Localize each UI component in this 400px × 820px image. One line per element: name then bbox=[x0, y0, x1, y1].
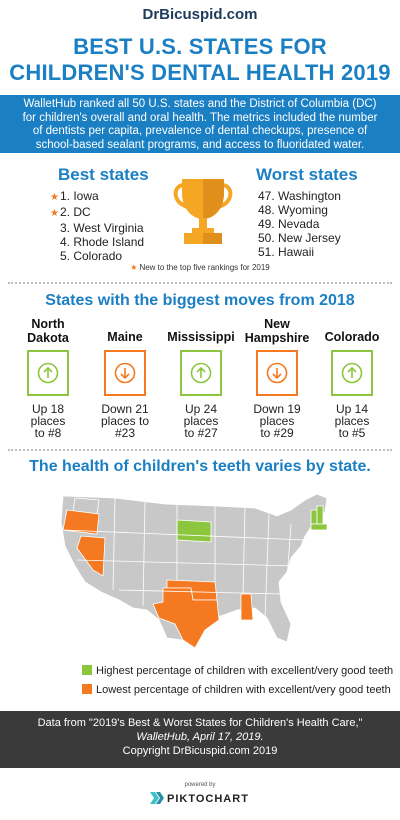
best-state-item: 4. Rhode Island bbox=[60, 235, 145, 249]
state-south-dakota bbox=[176, 519, 212, 543]
state-vermont bbox=[310, 509, 318, 525]
worst-states-list: 47. Washington 48. Wyoming 49. Nevada 50… bbox=[258, 189, 341, 259]
worst-state-item: 51. Hawaii bbox=[258, 245, 315, 259]
map-heading: The health of children's teeth varies by… bbox=[29, 458, 371, 475]
move-description: Up 14 places to #5 bbox=[334, 402, 370, 440]
us-map bbox=[60, 493, 328, 649]
state-massachusetts bbox=[310, 523, 328, 531]
move-description: Up 24 places to #27 bbox=[183, 402, 219, 440]
arrow-up-icon bbox=[341, 362, 363, 384]
move-state-name: Mississippi bbox=[167, 330, 235, 344]
best-state-item: 5. Colorado bbox=[60, 249, 123, 263]
move-state-name: Maine bbox=[107, 330, 143, 344]
legend-swatch bbox=[82, 665, 92, 675]
arrow-down-icon bbox=[114, 362, 136, 384]
divider bbox=[8, 282, 392, 284]
star-note: ★ New to the top five rankings for 2019 bbox=[130, 263, 270, 272]
worst-state-item: 49. Nevada bbox=[258, 217, 320, 231]
powered-by: powered by bbox=[184, 782, 216, 788]
state-texas bbox=[152, 587, 220, 649]
title-line-2: CHILDREN'S DENTAL HEALTH 2019 bbox=[9, 60, 391, 85]
move-state-name: New Hampshire bbox=[244, 317, 310, 345]
best-state-item: 3. West Virginia bbox=[60, 221, 144, 235]
arrow-up-icon bbox=[37, 362, 59, 384]
legend-high: Highest percentage of children with exce… bbox=[82, 665, 393, 677]
intro-line: school-based sealant programs, and acces… bbox=[35, 138, 365, 151]
best-state-item: ★1. Iowa bbox=[50, 189, 99, 203]
footer-line: Copyright DrBicuspid.com 2019 bbox=[122, 745, 278, 757]
intro-line: of dentists per capita, prevalence of de… bbox=[32, 125, 368, 137]
arrow-down-icon bbox=[266, 362, 288, 384]
piktochart-logo: PIKTOCHART bbox=[150, 792, 249, 805]
best-states-heading: Best states bbox=[58, 165, 149, 184]
best-states-list: ★1. Iowa ★2. DC 3. West Virginia 4. Rhod… bbox=[50, 189, 144, 263]
move-state-name: Colorado bbox=[324, 330, 380, 344]
page-title: BEST U.S. STATES FOR CHILDREN'S DENTAL H… bbox=[0, 34, 400, 86]
intro-panel: WalletHub ranked all 50 U.S. states and … bbox=[0, 95, 400, 153]
intro-line: WalletHub ranked all 50 U.S. states and … bbox=[23, 98, 377, 110]
legend-low: Lowest percentage of children with excel… bbox=[82, 684, 391, 696]
star-icon: ★ bbox=[50, 208, 59, 219]
worst-state-item: 48. Wyoming bbox=[258, 203, 328, 217]
star-icon: ★ bbox=[50, 192, 59, 203]
state-oregon bbox=[62, 509, 100, 535]
worst-state-item: 50. New Jersey bbox=[258, 231, 341, 245]
state-new-hampshire bbox=[316, 505, 324, 525]
move-box bbox=[27, 350, 69, 396]
worst-state-item: 47. Washington bbox=[258, 189, 341, 203]
us-mainland bbox=[60, 493, 328, 643]
move-box bbox=[256, 350, 298, 396]
star-icon: ★ bbox=[130, 263, 138, 272]
intro-line: for children's overall and oral health. … bbox=[22, 111, 378, 124]
piktochart-icon bbox=[150, 792, 164, 804]
footer-line: Data from "2019's Best & Worst States fo… bbox=[37, 717, 363, 729]
best-state-item: ★2. DC bbox=[50, 205, 91, 219]
move-box bbox=[180, 350, 222, 396]
move-description: Down 19 places to #29 bbox=[253, 402, 301, 440]
legend-swatch bbox=[82, 684, 92, 694]
move-state-name: North Dakota bbox=[27, 317, 69, 345]
move-box bbox=[331, 350, 373, 396]
state-nevada bbox=[76, 535, 106, 577]
footer-line: WalletHub, April 17, 2019. bbox=[136, 731, 264, 743]
arrow-up-icon bbox=[190, 362, 212, 384]
footer: Data from "2019's Best & Worst States fo… bbox=[0, 711, 400, 768]
divider bbox=[8, 449, 392, 451]
trophy-icon bbox=[173, 179, 233, 244]
move-description: Down 21 places to #23 bbox=[100, 402, 150, 440]
moves-heading: States with the biggest moves from 2018 bbox=[45, 292, 355, 309]
move-description: Up 18 places to #8 bbox=[30, 402, 66, 440]
brand-logo: DrBicuspid.com bbox=[142, 6, 258, 23]
title-line-1: BEST U.S. STATES FOR bbox=[73, 34, 327, 59]
worst-states-heading: Worst states bbox=[256, 165, 358, 184]
state-mississippi bbox=[240, 593, 254, 621]
move-box bbox=[104, 350, 146, 396]
